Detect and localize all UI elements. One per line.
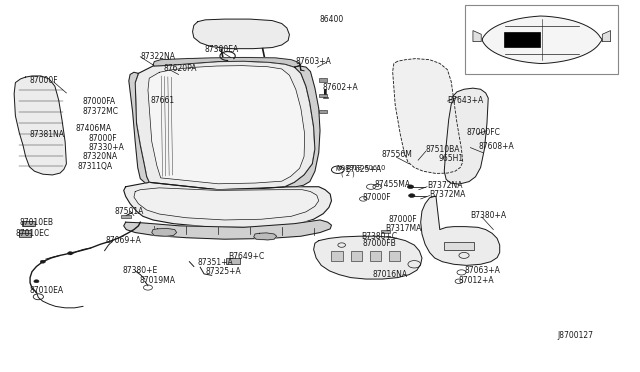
Text: N08918-60610: N08918-60610 — [336, 164, 385, 170]
Text: 87012+A: 87012+A — [459, 276, 495, 285]
Text: 87620PA: 87620PA — [163, 64, 196, 73]
Text: 965H1: 965H1 — [438, 154, 463, 163]
Text: 87661: 87661 — [150, 96, 175, 105]
Circle shape — [407, 185, 413, 189]
Bar — [319, 110, 327, 113]
Text: 87322NA: 87322NA — [140, 52, 175, 61]
Text: 87406MA: 87406MA — [76, 124, 112, 133]
Text: 87556M: 87556M — [381, 151, 412, 160]
Text: B7625+A: B7625+A — [346, 165, 381, 174]
Polygon shape — [148, 65, 305, 184]
Text: 87000FC: 87000FC — [467, 128, 500, 137]
Text: B7649+C: B7649+C — [228, 252, 264, 262]
Polygon shape — [193, 19, 289, 49]
Polygon shape — [444, 88, 488, 184]
Circle shape — [408, 194, 415, 198]
Text: 87000F: 87000F — [89, 134, 117, 143]
Text: 87501A: 87501A — [115, 206, 144, 216]
Bar — [226, 259, 240, 263]
Text: 87510BA: 87510BA — [426, 145, 460, 154]
Polygon shape — [393, 59, 463, 173]
Bar — [504, 32, 540, 47]
Bar — [319, 94, 327, 97]
Text: B7372MA: B7372MA — [429, 190, 466, 199]
Text: 87380+E: 87380+E — [122, 266, 157, 275]
Polygon shape — [14, 76, 67, 175]
Text: 87010EB: 87010EB — [19, 218, 53, 227]
Text: 87381NA: 87381NA — [29, 130, 65, 139]
Text: N: N — [335, 167, 339, 172]
Polygon shape — [253, 233, 276, 240]
Text: 87603+A: 87603+A — [296, 57, 332, 66]
Text: 87300EA: 87300EA — [204, 45, 238, 54]
Polygon shape — [420, 196, 500, 265]
Text: 86400: 86400 — [320, 15, 344, 23]
Bar — [323, 97, 328, 99]
Text: 87000F: 87000F — [362, 193, 390, 202]
Bar — [121, 215, 131, 218]
Bar — [319, 78, 327, 81]
Text: J8700127: J8700127 — [557, 331, 593, 340]
Text: 87351+A: 87351+A — [198, 257, 234, 267]
Circle shape — [68, 252, 73, 255]
Bar — [381, 230, 390, 233]
Text: 87019MA: 87019MA — [139, 276, 175, 285]
Text: 87069+A: 87069+A — [106, 236, 142, 245]
Polygon shape — [124, 182, 332, 227]
Text: B7380+A: B7380+A — [470, 211, 506, 220]
Bar — [19, 230, 31, 236]
Bar — [23, 221, 35, 226]
Polygon shape — [314, 236, 422, 279]
Text: 87010EC: 87010EC — [15, 229, 49, 238]
Text: 87000FB: 87000FB — [362, 239, 396, 248]
Polygon shape — [473, 31, 481, 42]
Bar — [465, 5, 618, 74]
Polygon shape — [135, 61, 315, 190]
Polygon shape — [285, 66, 320, 187]
Text: 87000F: 87000F — [29, 76, 58, 85]
Circle shape — [34, 280, 39, 283]
Text: 87320NA: 87320NA — [83, 152, 118, 161]
Text: B7380+C: B7380+C — [361, 232, 397, 241]
Text: 87016NA: 87016NA — [372, 270, 408, 279]
Bar — [444, 242, 474, 250]
Bar — [332, 251, 343, 261]
Text: 87455MA: 87455MA — [375, 180, 411, 189]
Text: 87000F: 87000F — [389, 215, 417, 224]
Text: 87372MC: 87372MC — [83, 107, 118, 116]
Polygon shape — [124, 220, 332, 239]
Polygon shape — [153, 58, 301, 67]
Text: B7317MA: B7317MA — [385, 224, 421, 232]
Polygon shape — [483, 16, 602, 64]
Polygon shape — [129, 72, 149, 183]
Text: 87608+A: 87608+A — [478, 142, 514, 151]
Circle shape — [40, 260, 45, 263]
Text: 87063+A: 87063+A — [464, 266, 500, 275]
Bar — [389, 251, 400, 261]
Text: 87311QA: 87311QA — [77, 161, 113, 170]
Bar — [370, 251, 381, 261]
Text: 87602+A: 87602+A — [323, 83, 358, 92]
Text: 87330+A: 87330+A — [89, 143, 125, 152]
Polygon shape — [152, 228, 177, 236]
Polygon shape — [602, 31, 611, 42]
Text: B7643+A: B7643+A — [447, 96, 484, 105]
Text: ( 2 ): ( 2 ) — [341, 171, 355, 177]
Bar — [22, 221, 33, 226]
Polygon shape — [134, 188, 319, 220]
Bar — [19, 232, 31, 237]
Text: B7372NA: B7372NA — [427, 181, 463, 190]
Bar — [351, 251, 362, 261]
Text: 87325+A: 87325+A — [205, 267, 241, 276]
Text: 87010EA: 87010EA — [29, 286, 63, 295]
Text: 87000FA: 87000FA — [83, 97, 116, 106]
